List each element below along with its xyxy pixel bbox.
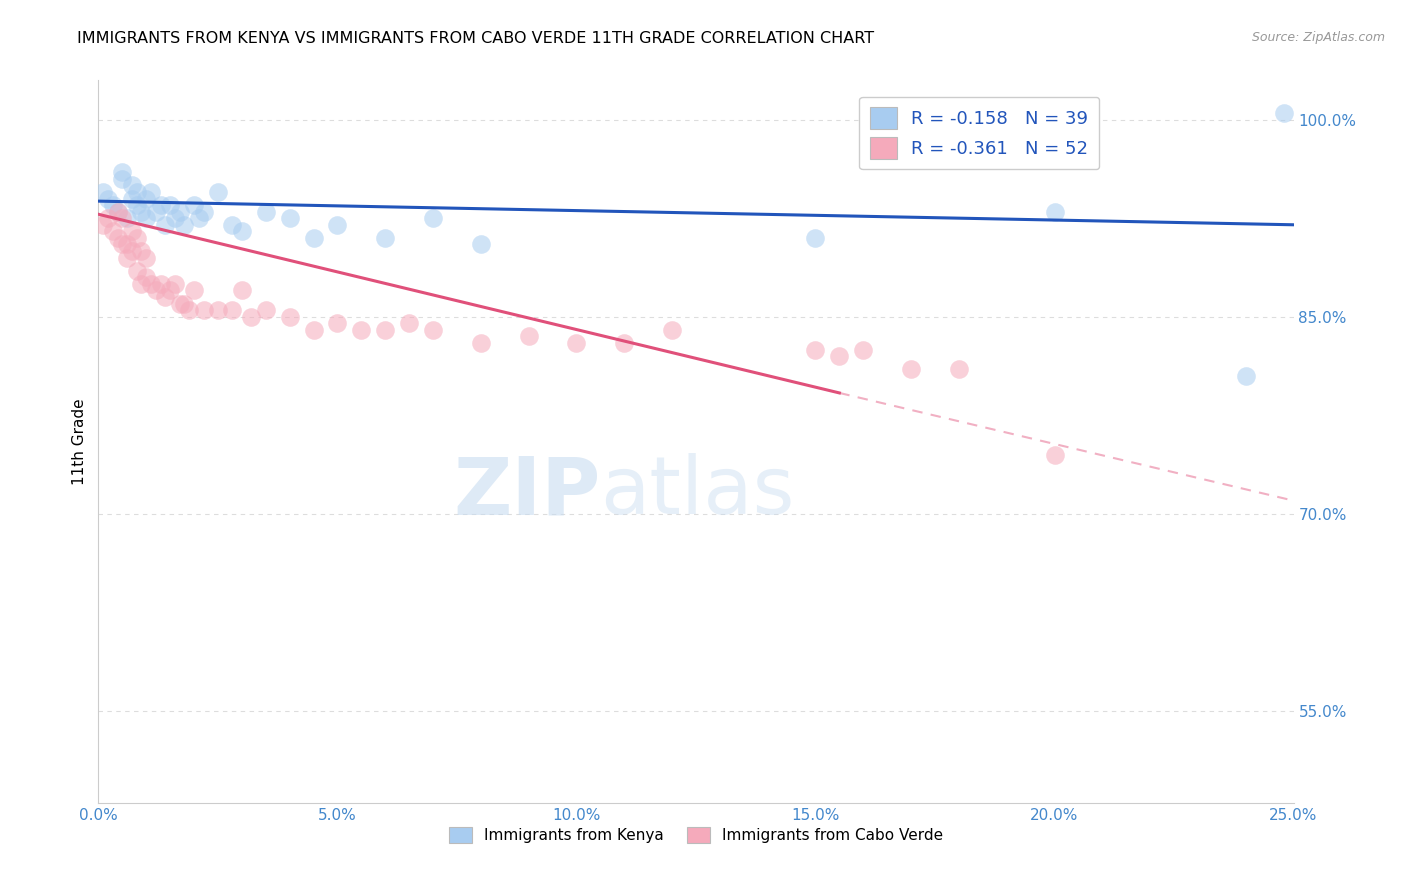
Point (852, 343, 875, 357)
Point (193, 204, 215, 219)
Point (139, 277, 162, 291)
Point (135, 270, 157, 285)
Point (111, 237, 134, 252)
Point (374, 323, 396, 337)
Point (948, 362, 970, 376)
Point (221, 303, 243, 318)
Point (97, 211, 120, 226)
Point (145, 284, 167, 298)
Point (121, 192, 143, 206)
Point (661, 323, 683, 337)
Text: ZIP: ZIP (453, 453, 600, 531)
Text: atlas: atlas (600, 453, 794, 531)
Point (145, 204, 167, 219)
Point (231, 284, 253, 298)
Point (221, 218, 243, 232)
Point (101, 224, 124, 238)
Point (565, 336, 588, 351)
Legend: Immigrants from Kenya, Immigrants from Cabo Verde: Immigrants from Kenya, Immigrants from C… (443, 822, 949, 849)
Point (111, 165, 134, 179)
Point (422, 323, 444, 337)
Point (125, 231, 148, 245)
Point (97, 192, 120, 206)
Point (135, 251, 157, 265)
Point (193, 303, 215, 318)
Point (159, 198, 181, 212)
Point (207, 303, 229, 318)
Point (326, 316, 349, 330)
Point (155, 218, 177, 232)
Point (900, 362, 922, 376)
Point (135, 192, 157, 206)
Point (115, 211, 138, 226)
Point (107, 204, 129, 219)
Point (131, 277, 153, 291)
Point (135, 211, 157, 226)
Point (159, 284, 181, 298)
Point (111, 211, 134, 226)
Point (173, 296, 195, 310)
Point (163, 277, 186, 291)
Point (125, 185, 148, 199)
Point (517, 329, 540, 343)
Point (121, 178, 143, 193)
Point (101, 198, 124, 212)
Point (302, 231, 325, 245)
Point (350, 323, 373, 337)
Point (155, 290, 177, 304)
Point (398, 316, 420, 330)
Point (149, 198, 172, 212)
Point (470, 336, 492, 351)
Point (179, 303, 201, 318)
Point (173, 218, 195, 232)
Point (115, 237, 138, 252)
Point (121, 224, 143, 238)
Point (804, 231, 827, 245)
Point (121, 244, 143, 258)
Point (1272, 106, 1295, 120)
Point (804, 343, 827, 357)
Point (107, 204, 129, 219)
Point (139, 185, 162, 199)
Point (111, 171, 134, 186)
Point (326, 218, 349, 232)
Point (231, 224, 253, 238)
Point (240, 310, 263, 324)
Point (183, 284, 205, 298)
Point (131, 204, 153, 219)
Point (207, 185, 229, 199)
Point (91, 218, 114, 232)
Point (613, 336, 636, 351)
Point (374, 231, 396, 245)
Point (254, 204, 277, 219)
Point (125, 198, 148, 212)
Point (169, 296, 191, 310)
Y-axis label: 11th Grade: 11th Grade (72, 398, 87, 485)
Text: IMMIGRANTS FROM KENYA VS IMMIGRANTS FROM CABO VERDE 11TH GRADE CORRELATION CHART: IMMIGRANTS FROM KENYA VS IMMIGRANTS FROM… (77, 31, 875, 46)
Point (302, 323, 325, 337)
Point (107, 231, 129, 245)
Point (1043, 204, 1066, 219)
Point (115, 251, 138, 265)
Point (169, 204, 191, 219)
Point (1043, 448, 1066, 462)
Point (278, 211, 301, 226)
Point (125, 264, 148, 278)
Point (187, 211, 209, 226)
Point (91, 185, 114, 199)
Point (278, 310, 301, 324)
Point (1234, 368, 1257, 383)
Text: Source: ZipAtlas.com: Source: ZipAtlas.com (1251, 31, 1385, 45)
Point (828, 349, 851, 363)
Point (254, 303, 277, 318)
Point (470, 237, 492, 252)
Point (149, 277, 172, 291)
Point (422, 211, 444, 226)
Point (131, 244, 153, 258)
Point (183, 198, 205, 212)
Point (163, 211, 186, 226)
